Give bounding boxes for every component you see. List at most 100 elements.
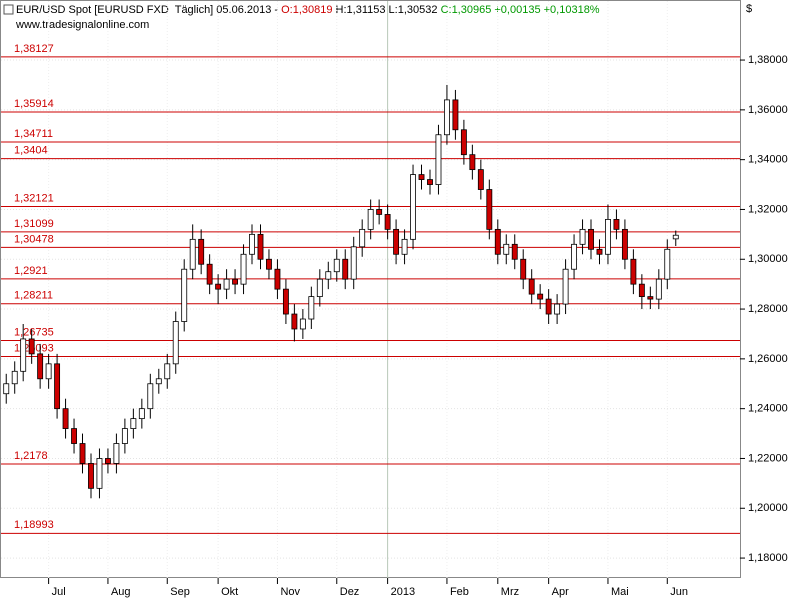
- candle-body: [240, 253, 247, 285]
- x-tick-label: Jun: [670, 586, 688, 598]
- level-label: 1,30478: [14, 233, 54, 245]
- y-tick-label: 1,26000: [748, 353, 788, 365]
- candle-body: [62, 408, 69, 429]
- y-tick-label: 1,34000: [748, 154, 788, 166]
- candle-body: [274, 268, 281, 290]
- candle-body: [410, 174, 416, 240]
- candle-body: [155, 378, 162, 385]
- candle-body: [376, 209, 383, 215]
- candle-body: [223, 278, 230, 290]
- x-tick-label: Sep: [170, 586, 190, 598]
- candle-body: [291, 313, 298, 330]
- candle-body: [28, 338, 35, 355]
- candle-body: [96, 458, 103, 489]
- candle-body: [545, 298, 552, 315]
- candle-body: [401, 238, 408, 255]
- candle-body: [469, 154, 476, 171]
- candle-body: [537, 293, 544, 300]
- candle-body: [554, 303, 561, 315]
- candle-body: [647, 296, 654, 300]
- candle-body: [37, 353, 44, 380]
- candle-body: [520, 258, 527, 280]
- candle-body: [130, 418, 137, 429]
- level-label: 1,3404: [14, 145, 48, 157]
- candle-body: [71, 428, 77, 444]
- candle-body: [54, 363, 61, 410]
- title-part: O:1,30819: [281, 4, 332, 16]
- candle-body: [418, 174, 425, 180]
- candle-body: [325, 271, 332, 280]
- y-tick-label: 1,22000: [748, 452, 788, 464]
- chart-icon[interactable]: [3, 4, 14, 15]
- x-tick-label: Dez: [340, 586, 360, 598]
- candle-body: [257, 233, 264, 260]
- x-tick-label: Jul: [52, 586, 66, 598]
- y-tick-label: 1,32000: [748, 203, 788, 215]
- candle-body: [427, 179, 433, 185]
- candle-body: [198, 238, 205, 265]
- candle-body: [596, 248, 603, 255]
- level-label: 1,31099: [14, 218, 54, 230]
- level-label: 1,34711: [14, 128, 53, 140]
- candle-body: [189, 238, 196, 270]
- candle-body: [113, 443, 120, 464]
- candle-body: [79, 443, 86, 464]
- x-tick-label: Feb: [450, 586, 469, 598]
- candle-body: [181, 268, 188, 322]
- candle-body: [638, 283, 645, 298]
- axes: 1,18000 1,20000 1,22000 1,24000 1,26000 1,280…: [48, 54, 788, 598]
- y-tick-label: 1,20000: [748, 502, 788, 514]
- candle-body: [206, 263, 213, 285]
- candle-body: [104, 458, 111, 464]
- candle-body: [333, 258, 340, 273]
- candle-body: [621, 228, 628, 260]
- candle-body: [579, 228, 586, 245]
- candle-body: [215, 283, 222, 290]
- y-tick-label: 1,36000: [748, 104, 788, 116]
- candle-body: [588, 228, 594, 250]
- candle-body: [435, 134, 442, 185]
- level-label: 1,32121: [14, 192, 54, 204]
- candle-body: [11, 370, 18, 385]
- y-tick-label: 1,38000: [748, 54, 788, 66]
- x-tick-label: Okt: [221, 586, 238, 598]
- candle-body: [511, 243, 518, 260]
- candle-body: [477, 169, 484, 190]
- level-label: 1,2921: [14, 265, 48, 277]
- candle-body: [172, 321, 179, 365]
- candle-body: [486, 189, 493, 230]
- candle-body: [503, 243, 510, 255]
- candle-body: [452, 99, 459, 131]
- candles: [3, 84, 679, 499]
- x-tick-label: Aug: [111, 586, 131, 598]
- x-tick-label: Apr: [552, 586, 569, 598]
- candle-body: [232, 278, 239, 285]
- plot-frame: [0, 0, 741, 578]
- y-tick-label: 1,18000: [748, 552, 788, 564]
- candle-body: [613, 219, 620, 230]
- level-label: 1,28211: [14, 290, 53, 302]
- level-label: 1,2178: [14, 450, 48, 462]
- candle-body: [630, 258, 637, 285]
- candle-body: [393, 228, 400, 255]
- candle-body: [299, 318, 306, 330]
- candle-body: [147, 383, 154, 410]
- candle-body: [316, 278, 323, 298]
- candle-body: [672, 234, 679, 240]
- candle-body: [460, 129, 467, 156]
- candle-body: [88, 463, 94, 489]
- candle-body: [443, 99, 450, 136]
- level-label: 1,18993: [14, 519, 54, 531]
- candle-body: [359, 228, 366, 248]
- y-axis-label: $: [746, 3, 752, 15]
- candle-body: [342, 258, 349, 280]
- y-tick-label: 1,24000: [748, 403, 788, 415]
- x-tick-label: Mrz: [501, 586, 519, 598]
- level-label: 1,26735: [14, 326, 54, 338]
- title-part: H:1,31153 L:1,30532: [333, 4, 441, 16]
- candle-body: [528, 278, 535, 295]
- candle-body: [20, 338, 27, 372]
- candle-body: [45, 363, 52, 380]
